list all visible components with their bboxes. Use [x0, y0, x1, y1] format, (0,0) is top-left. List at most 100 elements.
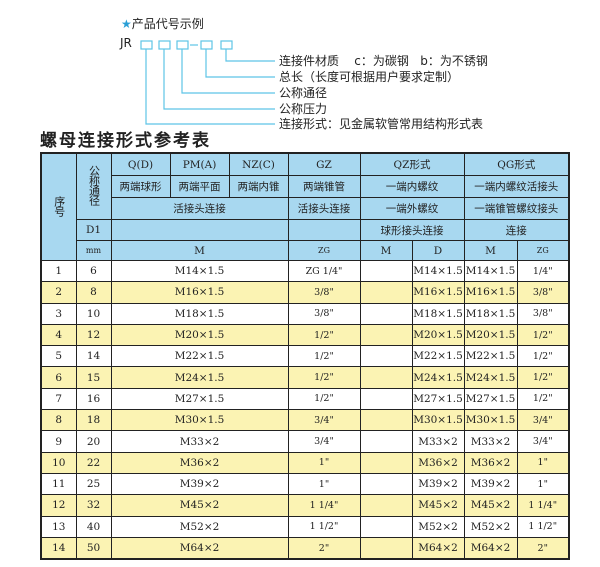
label-length: 总长（长度可根据用户要求定制）	[279, 70, 460, 84]
cell-qz-m	[359, 281, 413, 304]
cell-seq: 3	[40, 302, 77, 325]
cell-qg-m: M52×2	[463, 515, 518, 538]
cell-qg-zg: 3/8"	[516, 302, 570, 325]
nut-connection-table: 序号 公称通径 Q(D) PM(A) NZ(C) GZ QZ形式 QG形式 两端…	[40, 152, 570, 561]
cell-qg-m: M64×2	[463, 536, 518, 560]
cell-dn: 14	[75, 345, 112, 368]
cell-dn: 22	[75, 451, 112, 474]
header-qg: QG形式	[463, 152, 570, 176]
table-row: 13 40 M52×2 1 1/2" M52×2 M52×2 1 1/2"	[40, 515, 570, 538]
cell-qz-d: M18×1.5	[411, 302, 465, 325]
header-qg-desc1: 一端内螺纹活接头	[463, 175, 570, 198]
leader-line-length	[205, 49, 275, 78]
cell-seq: 1	[40, 259, 77, 283]
cell-seq: 13	[40, 515, 77, 538]
cell-qg-m: M22×1.5	[463, 345, 518, 368]
cell-qg-m: M14×1.5	[463, 259, 518, 283]
star-icon: ★	[121, 17, 132, 31]
cell-qg-zg: 1/4"	[516, 259, 570, 283]
header-qg-zg: ZG	[516, 240, 570, 261]
cell-qg-m: M30×1.5	[463, 409, 518, 432]
label-pressure: 公称压力	[279, 102, 328, 116]
cell-seq: 7	[40, 387, 77, 411]
cell-qg-m: M36×2	[463, 451, 518, 474]
cell-qg-m: M39×2	[463, 472, 518, 496]
table-row: 10 22 M36×2 1" M36×2 M36×2 1"	[40, 451, 570, 474]
cell-qg-zg: 1"	[516, 451, 570, 474]
cell-qz-m	[359, 409, 413, 432]
cell-m: M45×2	[110, 494, 289, 517]
header-qz-m: M	[359, 240, 413, 261]
cell-dn: 20	[75, 430, 112, 453]
cell-qz-d: M14×1.5	[411, 259, 465, 283]
cell-dn: 8	[75, 281, 112, 304]
cell-m: M33×2	[110, 430, 289, 453]
header-gz: GZ	[287, 152, 361, 176]
cell-seq: 11	[40, 472, 77, 496]
cell-dn: 18	[75, 409, 112, 432]
header-qz-desc1: 一端内螺纹	[359, 175, 465, 198]
cell-m: M22×1.5	[110, 345, 289, 368]
header-dn-text: 公称通径	[87, 165, 101, 205]
table-title: 螺母连接形式参考表	[40, 131, 211, 151]
cell-dn: 10	[75, 302, 112, 325]
code-diagram	[140, 40, 275, 125]
cell-qz-m	[359, 494, 413, 517]
cell-m: M20×1.5	[110, 323, 289, 347]
header-dn: 公称通径	[75, 152, 112, 220]
header-empty-b	[287, 219, 361, 241]
code-example-title: ★产品代号示例	[121, 15, 204, 32]
cell-seq: 14	[40, 536, 77, 560]
cell-seq: 10	[40, 451, 77, 474]
cell-gz: 1/2"	[287, 366, 361, 389]
header-gz-joint: 活接头连接	[287, 197, 361, 220]
cell-dn: 6	[75, 259, 112, 283]
code-box-diameter	[176, 40, 189, 50]
cell-dn: 25	[75, 472, 112, 496]
table-row: 2 8 M16×1.5 3/8" M16×1.5 M16×1.5 3/8"	[40, 281, 570, 304]
header-qg-desc3: 连接	[463, 219, 570, 241]
cell-m: M14×1.5	[110, 259, 289, 283]
cell-gz: 1/2"	[287, 387, 361, 411]
cell-m: M36×2	[110, 451, 289, 474]
header-pm-desc: 两端平面	[169, 175, 230, 198]
header-pm: PM(A)	[169, 152, 230, 176]
cell-m: M39×2	[110, 472, 289, 496]
cell-seq: 5	[40, 345, 77, 368]
cell-qz-m	[359, 323, 413, 347]
code-box-connection	[140, 40, 153, 50]
table-row: 9 20 M33×2 3/4" M33×2 M33×2 3/4"	[40, 430, 570, 453]
table-body: 1 6 M14×1.5 ZG 1/4" M14×1.5 M14×1.5 1/4" 2 8 M16×…	[40, 259, 570, 560]
header-empty-a	[110, 219, 289, 241]
table-row: 14 50 M64×2 2" M64×2 M64×2 2"	[40, 536, 570, 560]
cell-gz: 1 1/2"	[287, 515, 361, 538]
cell-m: M24×1.5	[110, 366, 289, 389]
cell-qz-d: M30×1.5	[411, 409, 465, 432]
cell-seq: 6	[40, 366, 77, 389]
cell-qg-zg: 3/8"	[516, 281, 570, 304]
header-qz-desc2: 一端外螺纹	[359, 197, 465, 220]
cell-gz: 3/8"	[287, 281, 361, 304]
cell-dn: 16	[75, 387, 112, 411]
cell-qz-d: M22×1.5	[411, 345, 465, 368]
leader-line-pressure	[163, 49, 275, 110]
cell-gz: 3/4"	[287, 430, 361, 453]
header-zg: ZG	[287, 240, 361, 261]
code-box-material	[220, 40, 233, 50]
cell-qz-m	[359, 387, 413, 411]
cell-qz-m	[359, 302, 413, 325]
table-row: 11 25 M39×2 1" M39×2 M39×2 1"	[40, 472, 570, 496]
cell-qz-m	[359, 515, 413, 538]
header-seq: 序号	[40, 152, 77, 261]
leader-line-connection	[145, 49, 275, 125]
cell-qg-m: M33×2	[463, 430, 518, 453]
code-box-pressure	[158, 40, 171, 50]
cell-qz-m	[359, 345, 413, 368]
cell-m: M64×2	[110, 536, 289, 560]
cell-seq: 8	[40, 409, 77, 432]
cell-gz: 1/2"	[287, 345, 361, 368]
cell-qg-m: M24×1.5	[463, 366, 518, 389]
code-prefix: JR	[120, 36, 132, 50]
cell-gz: 3/8"	[287, 302, 361, 325]
header-qz-d: D	[411, 240, 465, 261]
